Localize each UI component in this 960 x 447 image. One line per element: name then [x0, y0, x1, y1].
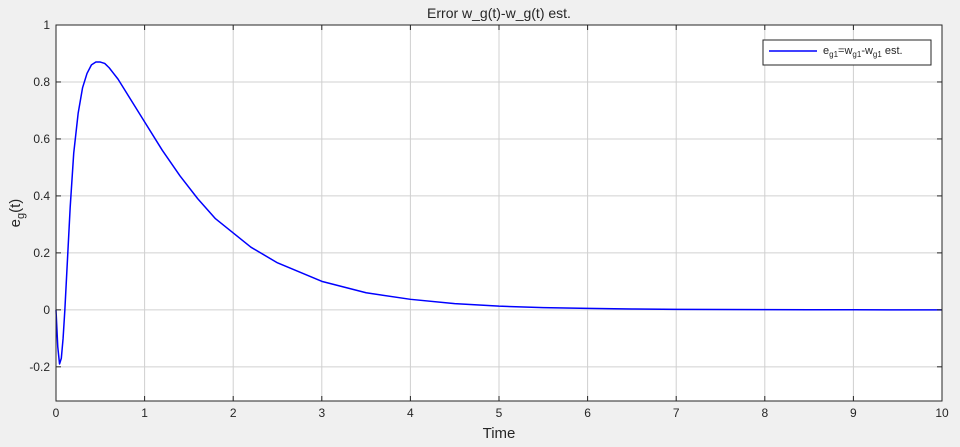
series-line: [55, 61, 943, 365]
x-tick-label: 9: [850, 406, 857, 420]
legend-part: -w: [861, 45, 873, 57]
x-tick-label: 2: [230, 406, 237, 420]
y-tick-label: 0.4: [33, 189, 50, 203]
chart-title: Error w_g(t)-w_g(t) est.: [427, 5, 571, 21]
y-tick-label: 0: [43, 303, 50, 317]
series-layer: [55, 61, 943, 365]
legend-part: e: [823, 45, 829, 57]
y-tick-label: 0.8: [33, 75, 50, 89]
y-tick-label: -0.2: [29, 360, 50, 374]
x-tick-label: 8: [761, 406, 768, 420]
y-tick-label: 1: [43, 18, 50, 32]
x-tick-label: 7: [673, 406, 680, 420]
legend-sub: g1: [829, 50, 838, 59]
x-tick-label: 4: [407, 406, 414, 420]
grid: [55, 24, 943, 401]
x-tick-label: 1: [141, 406, 148, 420]
y-axis-label: eg(t): [7, 199, 27, 228]
legend-part: =w: [838, 45, 852, 57]
x-tick-label: 10: [935, 406, 949, 420]
x-tick-label: 5: [496, 406, 503, 420]
legend-sub: g1: [873, 50, 882, 59]
y-tick-label: 0.6: [33, 132, 50, 146]
ticks: 0 1 2 3 4 5 6 7 8 9 10 -0.2 0 0.2 0.4 0.6 0.8 1: [29, 18, 949, 420]
y-axis-label-sub: g: [15, 213, 27, 219]
legend-entry-label: eg1=wg1-wg1 est.: [823, 45, 903, 59]
x-axis-label: Time: [483, 425, 516, 442]
y-tick-label: 0.2: [33, 246, 50, 260]
x-tick-label: 0: [53, 406, 60, 420]
legend-box: [762, 39, 932, 66]
legend-part: est.: [882, 45, 903, 57]
legend: eg1=wg1-wg1 est.: [762, 39, 932, 66]
y-axis-label-rest: (t): [7, 199, 24, 213]
x-tick-label: 3: [318, 406, 325, 420]
y-axis-label-base: e: [7, 219, 24, 227]
legend-sub: g1: [852, 50, 861, 59]
x-tick-label: 6: [584, 406, 591, 420]
